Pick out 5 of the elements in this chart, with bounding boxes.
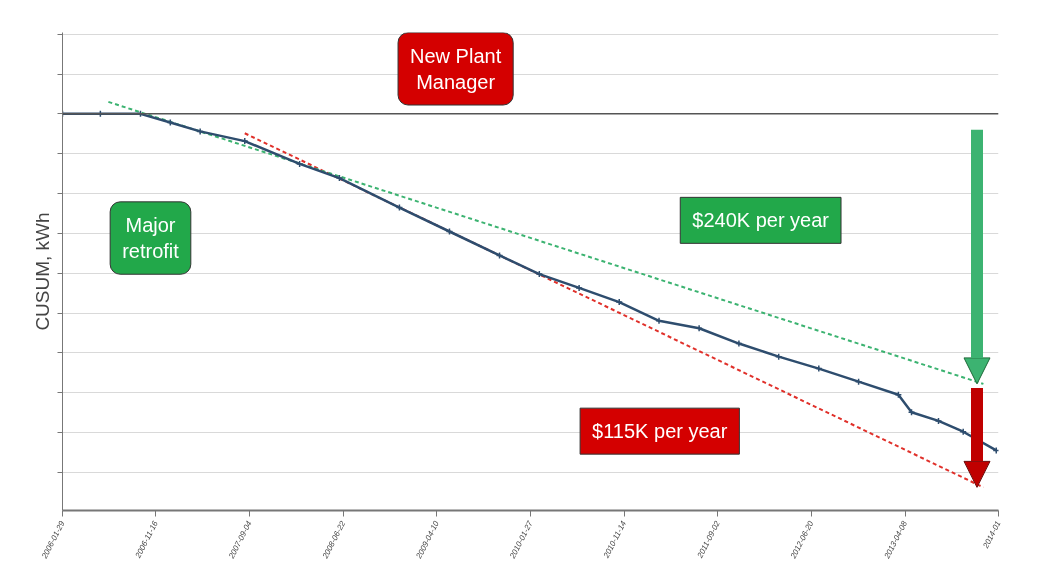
y-axis-title: CUSUM, kWh <box>31 212 53 331</box>
text: New Plant Manager <box>410 44 502 94</box>
annotation: $115K per year <box>592 420 728 443</box>
annotation: Major retrofit <box>122 213 180 263</box>
annotation: $240K per year <box>692 209 830 232</box>
